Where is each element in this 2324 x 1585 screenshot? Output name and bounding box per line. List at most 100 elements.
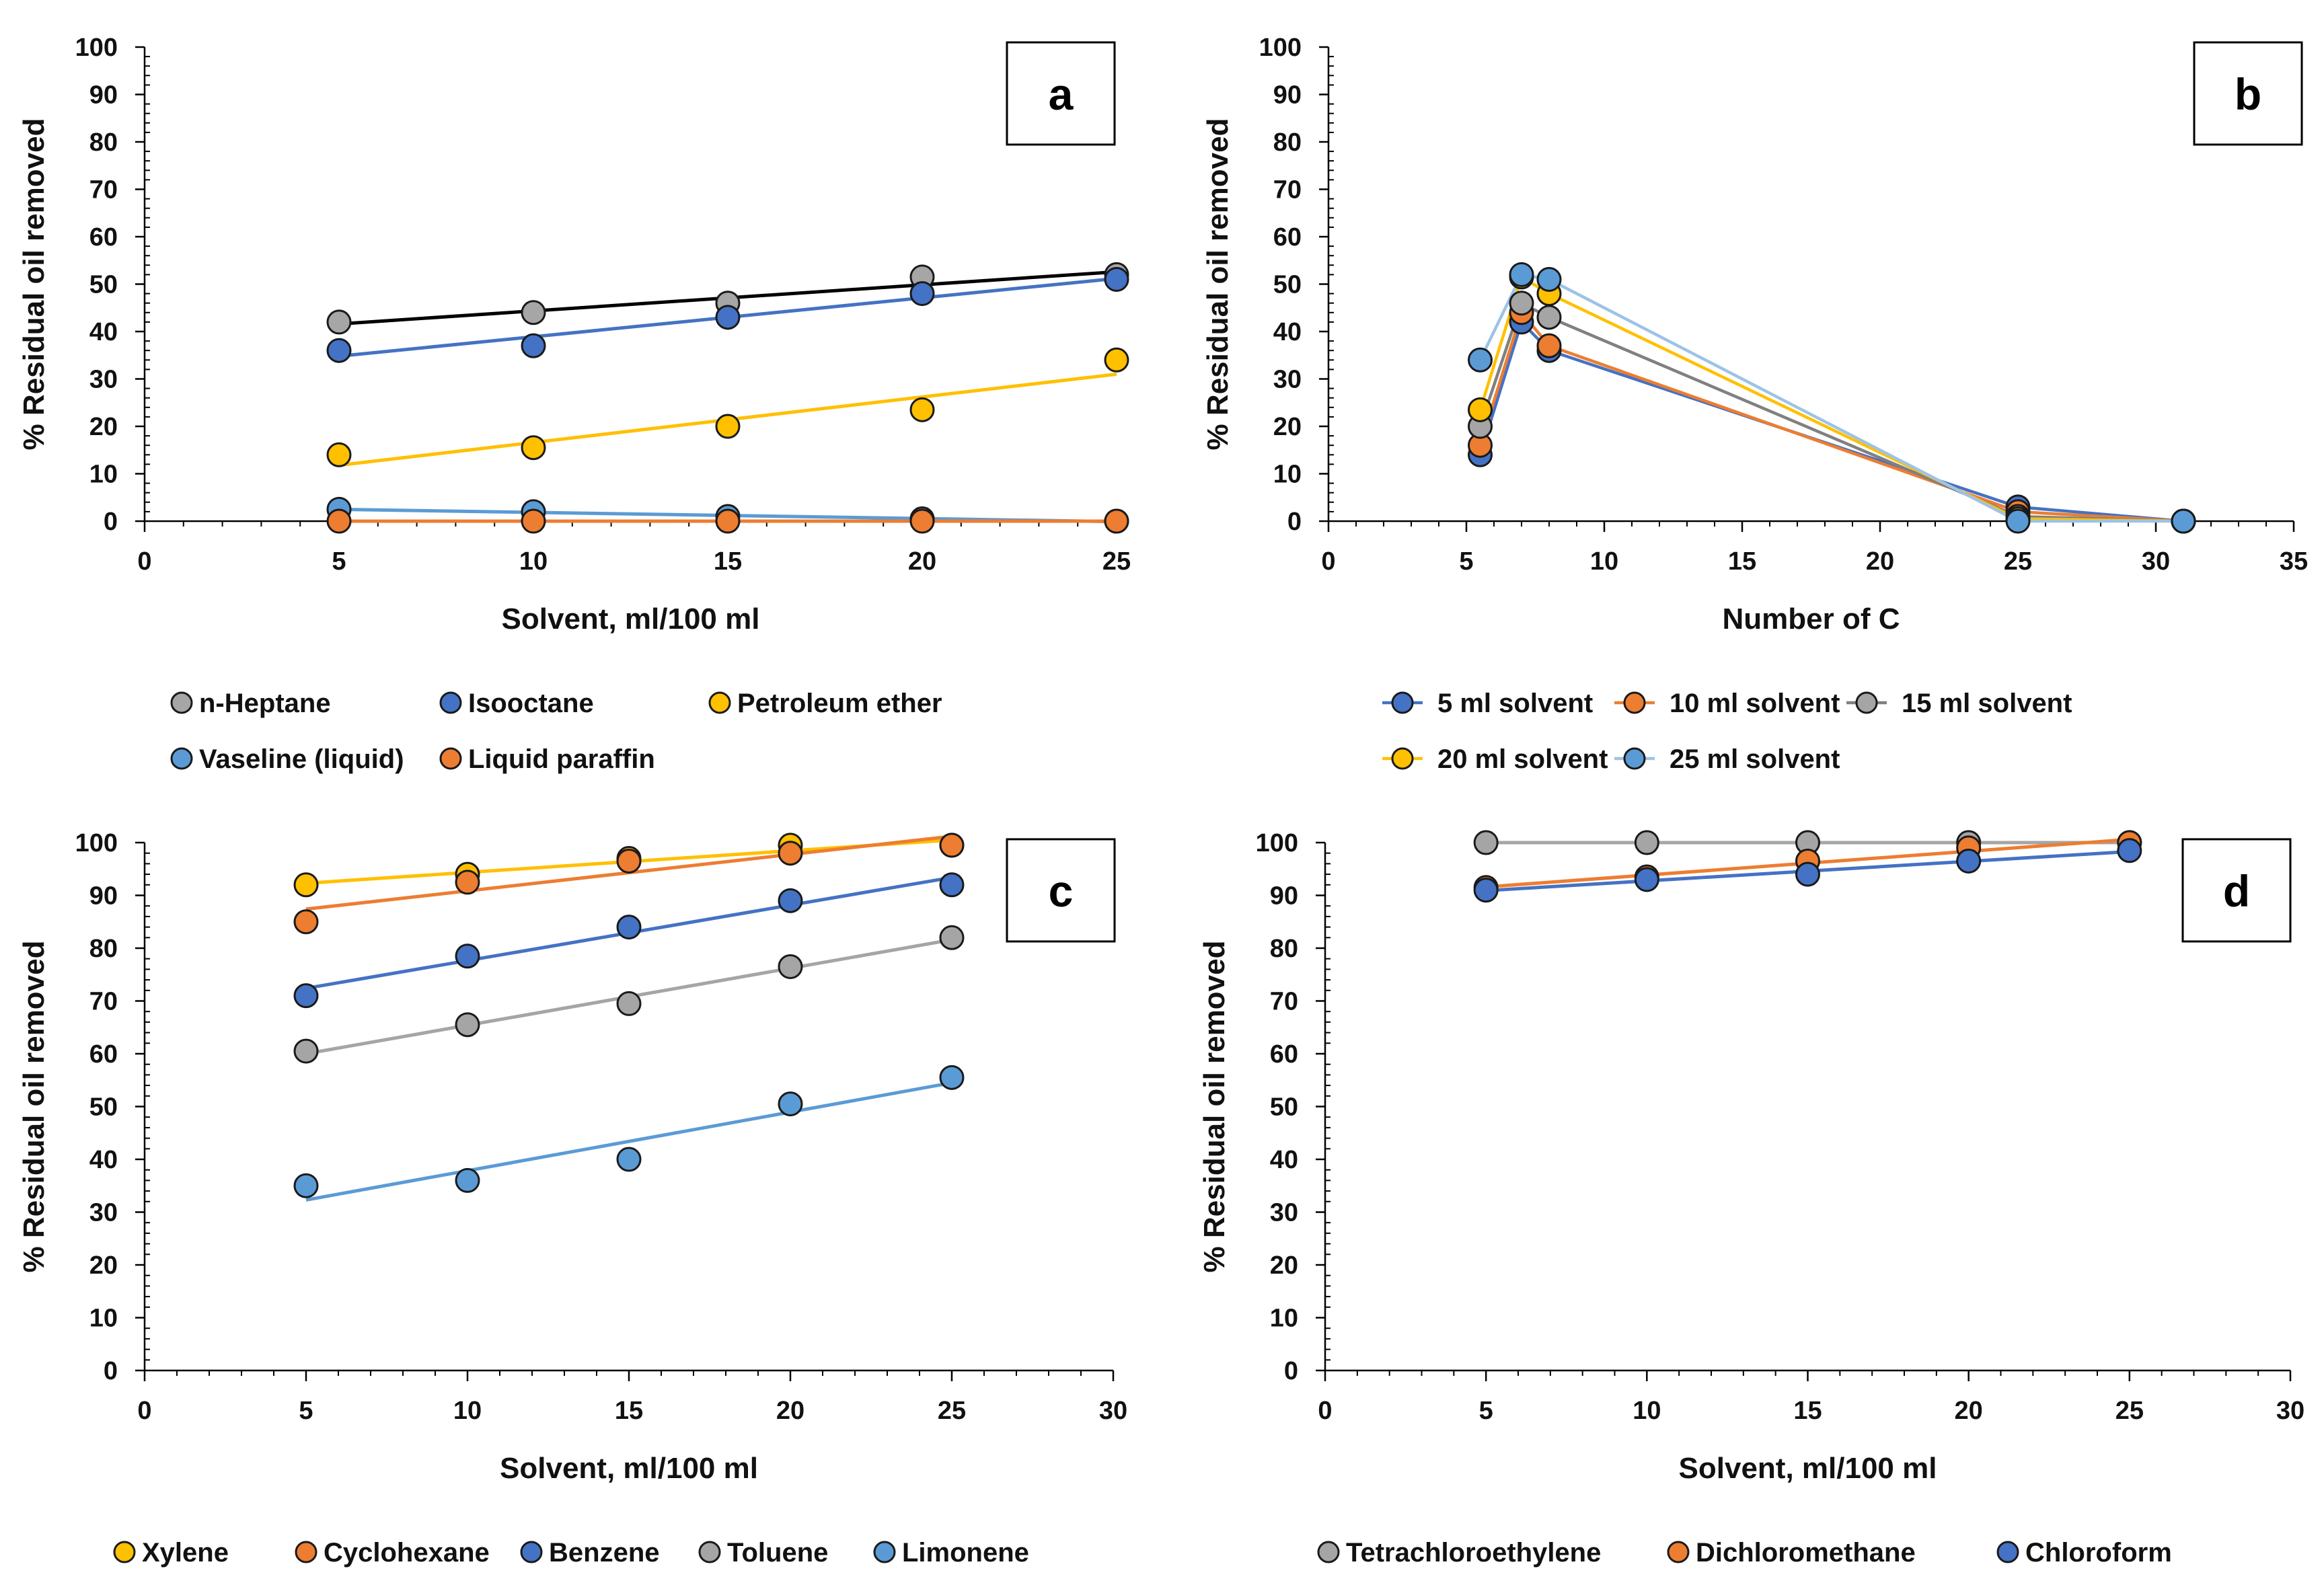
x-axis-title: Solvent, ml/100 ml bbox=[500, 1452, 758, 1485]
point-benzene bbox=[616, 915, 642, 940]
y-axis-title: % Residual oil removed bbox=[1201, 118, 1234, 451]
point-n-heptane bbox=[326, 309, 352, 335]
x-tick-label: 20 bbox=[1955, 1397, 1983, 1425]
point-chloroform bbox=[1634, 867, 1659, 892]
y-tick-label: 70 bbox=[1270, 988, 1298, 1016]
point-isooctane bbox=[326, 338, 352, 363]
panel-label-frame bbox=[2193, 41, 2303, 146]
y-tick-label: 90 bbox=[89, 882, 118, 911]
panel-label-frame bbox=[1006, 838, 1116, 943]
point-xylene bbox=[293, 872, 319, 898]
point-limonene bbox=[293, 1173, 319, 1198]
legend-marker bbox=[439, 691, 462, 714]
legend-item-n-heptane: n-Heptane bbox=[170, 689, 331, 718]
x-tick-label: 0 bbox=[1318, 1397, 1332, 1425]
x-tick-label: 5 bbox=[1459, 547, 1473, 576]
point-isooctane bbox=[1104, 266, 1129, 292]
legend-marker bbox=[1391, 747, 1414, 770]
x-tick-label: 20 bbox=[908, 547, 936, 576]
y-tick-label: 90 bbox=[1270, 882, 1298, 911]
legend-item-chloroform: Chloroform bbox=[1996, 1538, 2172, 1568]
legend-marker bbox=[439, 747, 462, 770]
y-tick-label: 50 bbox=[89, 271, 118, 299]
y-tick-label: 100 bbox=[1256, 829, 1298, 857]
panel-label-box: b bbox=[2193, 41, 2303, 146]
y-tick-label: 30 bbox=[89, 366, 118, 394]
y-tick-label: 40 bbox=[89, 318, 118, 346]
point-20-ml-solvent bbox=[1468, 397, 1493, 422]
y-tick-label: 90 bbox=[89, 81, 118, 110]
y-axis-title: % Residual oil removed bbox=[1198, 941, 1231, 1273]
point-n-heptane bbox=[521, 300, 546, 325]
x-tick-label: 30 bbox=[2276, 1397, 2304, 1425]
series-line-15-ml-solvent bbox=[1478, 301, 2184, 523]
x-tick-label: 25 bbox=[2004, 547, 2032, 576]
y-tick-label: 60 bbox=[89, 1040, 118, 1069]
point-25-ml-solvent bbox=[1468, 347, 1493, 373]
point-tetrachloroethylene bbox=[1473, 830, 1499, 855]
point-chloroform bbox=[1795, 861, 1820, 887]
panel-letter: b bbox=[2235, 69, 2261, 119]
y-tick-label: 0 bbox=[1284, 1357, 1298, 1385]
point-liquid-paraffin bbox=[326, 508, 352, 534]
point-limonene bbox=[778, 1091, 803, 1117]
point-liquid-paraffin bbox=[1104, 508, 1129, 534]
x-axis-title: Number of C bbox=[1723, 603, 1900, 635]
point-limonene bbox=[616, 1147, 642, 1172]
legend-label: Limonene bbox=[902, 1538, 1029, 1568]
x-tick-label: 10 bbox=[453, 1397, 482, 1425]
x-tick-label: 5 bbox=[1479, 1397, 1493, 1425]
legend-marker bbox=[170, 747, 193, 770]
point-toluene bbox=[455, 1012, 480, 1038]
point-25-ml-solvent bbox=[2005, 508, 2031, 534]
y-tick-label: 60 bbox=[1270, 1040, 1298, 1069]
point-benzene bbox=[939, 872, 965, 898]
x-axis-title: Solvent, ml/100 ml bbox=[1679, 1452, 1937, 1485]
panel-a: 0 10 20 30 40 50 60 70 80 90 100 0 5 10 15 20 25 % Residu… bbox=[17, 34, 1131, 774]
point-tetrachloroethylene bbox=[1634, 830, 1659, 855]
y-tick-label: 20 bbox=[1273, 413, 1302, 441]
y-tick-label: 0 bbox=[104, 508, 118, 536]
y-tick-label: 30 bbox=[89, 1199, 118, 1227]
point-toluene bbox=[939, 925, 965, 950]
x-tick-label: 25 bbox=[2115, 1397, 2144, 1425]
legend-item-petroleum-ether: Petroleum ether bbox=[708, 689, 942, 718]
legend-item-cyclohexane: Cyclohexane bbox=[295, 1538, 490, 1568]
legend-item-25-ml-solvent: 25 ml solvent bbox=[1614, 744, 1840, 774]
legend-item-10-ml-solvent: 10 ml solvent bbox=[1614, 689, 1840, 718]
point-benzene bbox=[455, 943, 480, 969]
point-liquid-paraffin bbox=[715, 508, 741, 534]
y-tick-label: 70 bbox=[1273, 176, 1302, 204]
legend-label: Petroleum ether bbox=[737, 689, 942, 718]
legend-label: 5 ml solvent bbox=[1437, 689, 1593, 718]
panel-label-box: c bbox=[1006, 838, 1116, 943]
point-10-ml-solvent bbox=[1536, 333, 1562, 358]
x-tick-label: 15 bbox=[615, 1397, 643, 1425]
legend-marker bbox=[708, 691, 731, 714]
point-cyclohexane bbox=[939, 833, 965, 858]
panel-label-frame bbox=[2181, 838, 2292, 943]
point-cyclohexane bbox=[455, 869, 480, 895]
legend-item-dichloromethane: Dichloromethane bbox=[1667, 1538, 1916, 1568]
y-tick-label: 80 bbox=[89, 935, 118, 963]
x-tick-label: 0 bbox=[1321, 547, 1335, 576]
point-liquid-paraffin bbox=[909, 508, 935, 534]
point-limonene bbox=[939, 1065, 965, 1090]
y-tick-label: 50 bbox=[1270, 1093, 1298, 1122]
x-tick-label: 30 bbox=[2142, 547, 2170, 576]
legend-marker bbox=[1667, 1541, 1690, 1563]
y-tick-label: 40 bbox=[1270, 1146, 1298, 1174]
point-benzene bbox=[293, 983, 319, 1009]
legend-label: Xylene bbox=[142, 1538, 229, 1568]
legend-label: Liquid paraffin bbox=[468, 744, 655, 774]
panel-letter: d bbox=[2223, 866, 2250, 916]
legend-item-20-ml-solvent: 20 ml solvent bbox=[1382, 744, 1608, 774]
legend-marker bbox=[520, 1541, 543, 1563]
series-line-20-ml-solvent bbox=[1478, 274, 2184, 523]
point-petroleum-ether bbox=[909, 397, 935, 422]
panel-letter: c bbox=[1049, 866, 1074, 916]
legend-marker bbox=[1317, 1541, 1340, 1563]
y-tick-label: 40 bbox=[89, 1146, 118, 1174]
panel-label-frame bbox=[1006, 41, 1116, 146]
point-benzene bbox=[778, 888, 803, 913]
